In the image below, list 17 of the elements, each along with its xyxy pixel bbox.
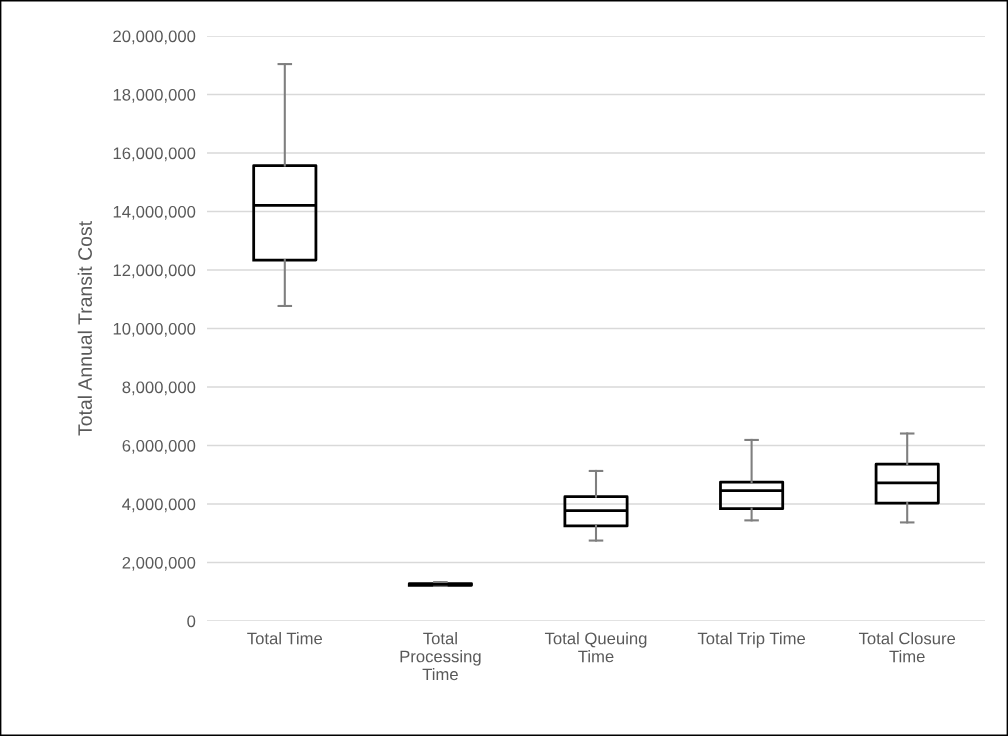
y-tick-label: 16,000,000	[113, 147, 196, 162]
y-tick-label: 2,000,000	[122, 556, 196, 571]
y-tick-label: 10,000,000	[113, 322, 196, 337]
y-tick-label: 14,000,000	[113, 205, 196, 220]
y-tick-label: 20,000,000	[113, 30, 196, 45]
y-tick-label: 8,000,000	[122, 381, 196, 396]
y-tick-label: 6,000,000	[122, 439, 196, 454]
x-tick-label: Total Time	[247, 632, 323, 645]
x-tick-label: Total Closure Time	[858, 632, 956, 663]
x-tick-label: Total Processing Time	[400, 632, 481, 681]
y-axis-title: Total Annual Transit Cost	[77, 221, 92, 436]
y-tick-label: 0	[187, 615, 196, 628]
y-tick-label: 18,000,000	[113, 88, 196, 103]
y-tick-label: 12,000,000	[113, 264, 196, 279]
x-tick-label: Total Trip Time	[697, 632, 806, 648]
y-tick-label: 4,000,000	[122, 498, 196, 513]
x-tick-label: Total Queuing Time	[544, 632, 647, 663]
